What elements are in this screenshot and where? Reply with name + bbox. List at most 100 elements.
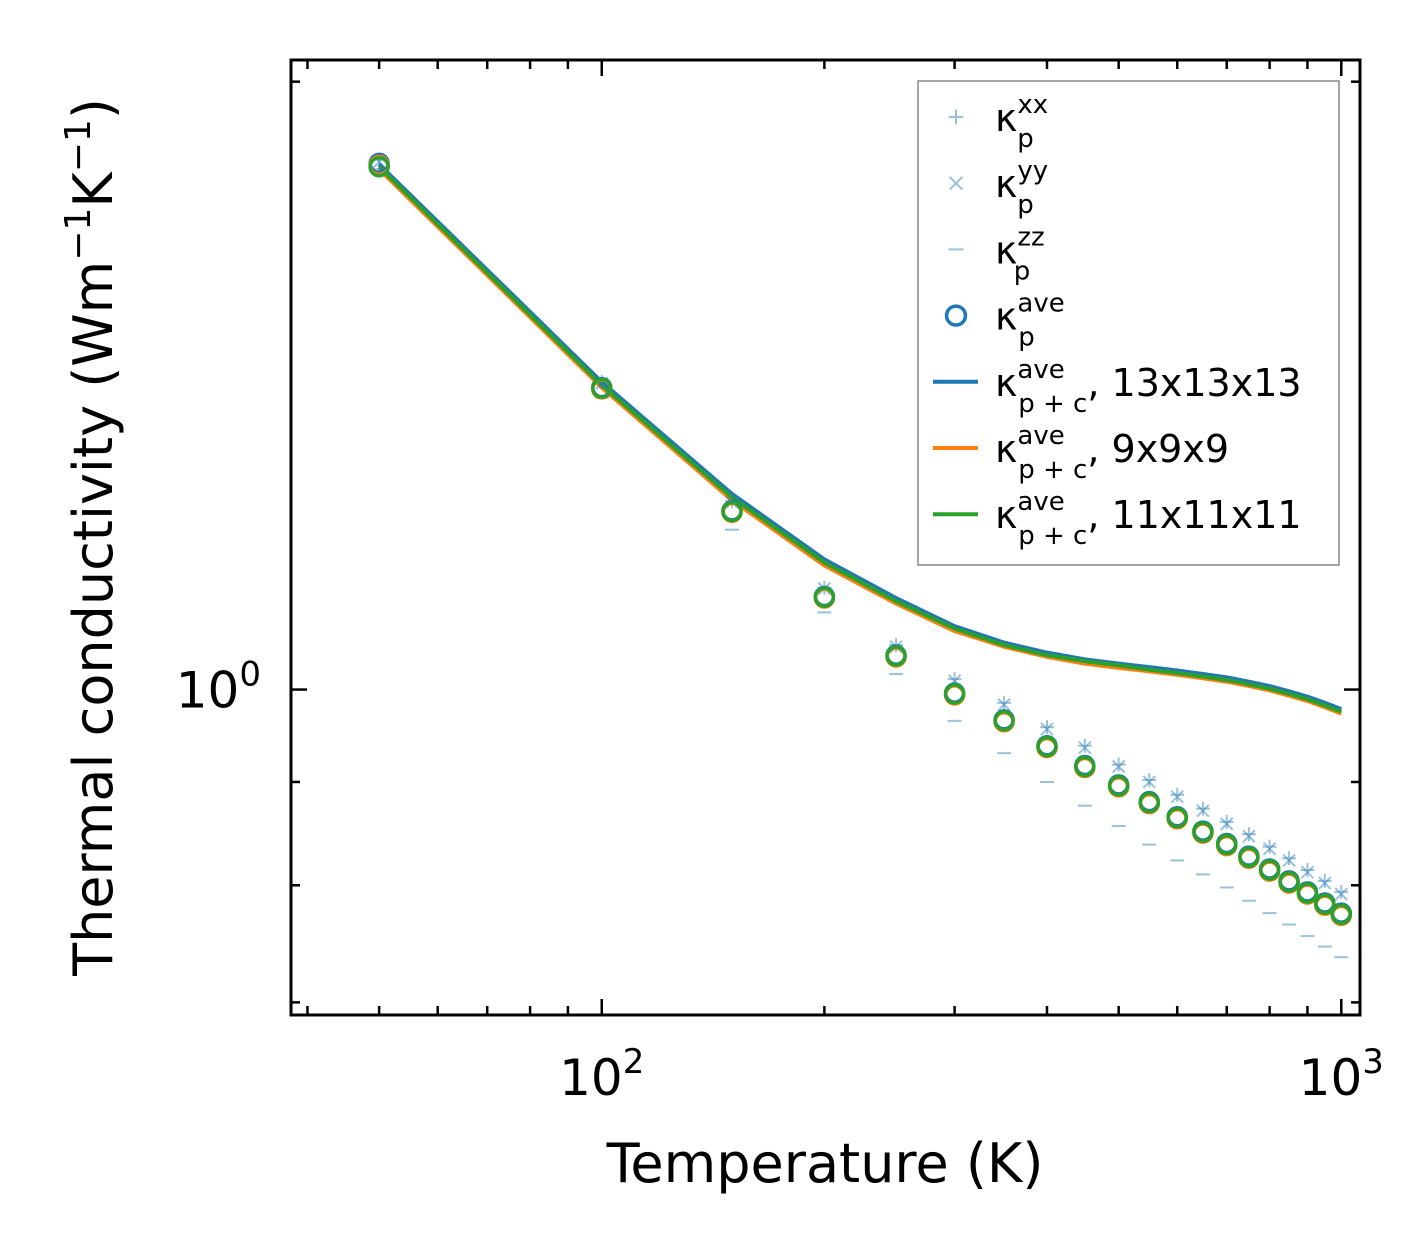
legend-marker-3-ring xyxy=(944,304,968,327)
point-kp_ave_green-2 xyxy=(721,500,743,523)
point-kp_ave_green-4-ring xyxy=(885,645,907,667)
point-kp_yy-14 xyxy=(1242,829,1256,843)
legend-label-suffix-5: , 9x9x9 xyxy=(1087,427,1229,471)
legend-label-symbol-2: κ xyxy=(995,228,1017,272)
point-kp_yy-17 xyxy=(1300,865,1315,879)
point-kp_ave_green-13-ring xyxy=(1215,833,1238,856)
legend-label-sup-6: ave xyxy=(1017,487,1064,517)
legend-item-0: κxx p xyxy=(948,90,1048,154)
point-kp_yy-18-a xyxy=(1318,876,1332,890)
point-kp_xx-14 xyxy=(1241,827,1256,842)
y-axis-label-exp1: −1 xyxy=(58,208,99,261)
series-kp_ave_green xyxy=(368,156,1353,925)
legend-label-sub-5: p + c xyxy=(1018,455,1087,485)
legend-label-sup-1: yy xyxy=(1017,156,1048,186)
legend-label-sub-6: p + c xyxy=(1018,521,1087,551)
point-kp_ave_green-12-ring xyxy=(1192,821,1214,843)
legend-item-3: κave p xyxy=(944,289,1065,353)
point-kp_ave_green-17-ring xyxy=(1296,882,1319,904)
point-kp_ave_green-12 xyxy=(1192,821,1214,843)
point-kp_yy-12-b xyxy=(1196,803,1210,818)
point-kp_ave_green-8-ring xyxy=(1074,755,1096,778)
x-tick-label-base-100: 10 xyxy=(559,1049,623,1107)
axis-ticks xyxy=(291,60,1360,1015)
point-kp_yy-15 xyxy=(1262,842,1277,856)
y-tick-label-1: 100 xyxy=(176,655,261,720)
point-kp_xx-10 xyxy=(1142,773,1157,788)
y-axis-label-prefix: Thermal conductivity (Wm xyxy=(62,261,125,977)
point-kp_yy-13-b xyxy=(1220,817,1234,831)
legend-label-sup-3: ave xyxy=(1017,289,1064,319)
legend-label-symbol-6: κ xyxy=(995,493,1017,537)
point-kp_ave_green-7 xyxy=(1036,735,1058,758)
point-kp_yy-16 xyxy=(1282,853,1296,868)
point-kp_yy-9-a xyxy=(1111,759,1126,774)
legend-label-sub-4: p + c xyxy=(1018,389,1087,419)
point-kp_yy-6-b xyxy=(997,697,1011,712)
data-marks xyxy=(368,152,1353,959)
point-kp_yy-13-a xyxy=(1220,817,1234,831)
point-kp_ave_green-18-ring xyxy=(1314,893,1336,915)
point-kp_yy-9-b xyxy=(1111,759,1126,774)
legend-item-6: κave p + c, 11x11x11 xyxy=(933,487,1302,551)
point-kp_yy-17-a xyxy=(1300,865,1315,879)
legend-label-suffix-6: , 11x11x11 xyxy=(1087,493,1301,537)
point-kp_ave_green-11-ring xyxy=(1166,807,1188,829)
point-kp_yy-12 xyxy=(1196,803,1210,818)
point-kp_ave_green-13 xyxy=(1215,833,1238,856)
point-kp_yy-10 xyxy=(1142,775,1156,789)
legend-label-symbol-1: κ xyxy=(995,162,1017,206)
point-kp_ave_green-1-ring xyxy=(591,377,613,399)
point-kp_xx-12 xyxy=(1195,801,1210,816)
point-kp_yy-6-a xyxy=(997,697,1011,712)
point-kp_ave_green-9 xyxy=(1107,775,1130,797)
point-kp_yy-13 xyxy=(1220,817,1234,831)
point-kp_yy-8-a xyxy=(1078,740,1092,755)
legend-marker-1-a xyxy=(948,176,964,191)
point-kp_ave_green-0 xyxy=(368,156,390,178)
legend-label-symbol-0: κ xyxy=(995,96,1017,140)
point-kp_yy-11-a xyxy=(1170,790,1184,804)
legend-item-4: κave p + c, 13x13x13 xyxy=(933,355,1302,419)
legend-label-sub-1: p xyxy=(1017,190,1034,220)
x-tick-label-1000: 103 xyxy=(1299,1042,1384,1107)
legend-label-5: κave p + c, 9x9x9 xyxy=(995,421,1229,485)
point-kp_yy-7-b xyxy=(1040,722,1054,736)
point-kp_ave_green-2-ring xyxy=(721,500,743,523)
point-kp_xx-18 xyxy=(1317,873,1332,888)
point-kp_xx-11 xyxy=(1170,787,1185,802)
point-kp_yy-18-b xyxy=(1318,876,1332,890)
point-kp_ave_green-10-ring xyxy=(1138,791,1161,814)
x-tick-label-base-1000: 10 xyxy=(1299,1049,1363,1107)
point-kp_xx-16 xyxy=(1282,851,1297,866)
point-kp_ave_green-9-ring xyxy=(1107,775,1130,797)
legend-label-0: κxx p xyxy=(995,90,1048,154)
legend-label-sup-4: ave xyxy=(1017,355,1064,385)
y-axis-label-mid: K xyxy=(62,171,125,208)
y-tick-label-base-1: 10 xyxy=(176,662,240,720)
legend-item-1: κyy p xyxy=(948,156,1048,220)
point-kp_ave_green-17 xyxy=(1296,882,1319,904)
y-axis-label: Thermal conductivity (Wm−1K−1) xyxy=(58,98,125,977)
legend-label-1: κyy p xyxy=(995,156,1048,220)
x-axis-label: Temperature (K) xyxy=(606,1132,1044,1195)
point-kp_yy-19-b xyxy=(1334,887,1348,901)
point-kp_yy-8 xyxy=(1078,740,1092,755)
legend-label-4: κave p + c, 13x13x13 xyxy=(995,355,1302,419)
series-line-kpc_11x11x11 xyxy=(377,165,1343,714)
point-kp_ave_green-14 xyxy=(1238,846,1260,868)
point-kp_yy-16-a xyxy=(1282,853,1296,868)
point-kp_ave_green-18 xyxy=(1314,893,1336,915)
y-axis-label-suffix: ) xyxy=(62,98,125,119)
point-kp_ave_green-3-ring xyxy=(813,586,836,608)
legend-label-sup-0: xx xyxy=(1017,90,1048,120)
series-kpc_11x11x11 xyxy=(377,165,1343,714)
series-line-kpc_13x13x13 xyxy=(377,162,1343,711)
legend-label-sup-5: ave xyxy=(1017,421,1064,451)
legend-label-symbol-3: κ xyxy=(995,295,1017,339)
point-kp_xx-8 xyxy=(1077,738,1092,753)
point-kp_yy-15-a xyxy=(1262,842,1277,856)
x-tick-label-exp-1000: 3 xyxy=(1362,1042,1384,1082)
